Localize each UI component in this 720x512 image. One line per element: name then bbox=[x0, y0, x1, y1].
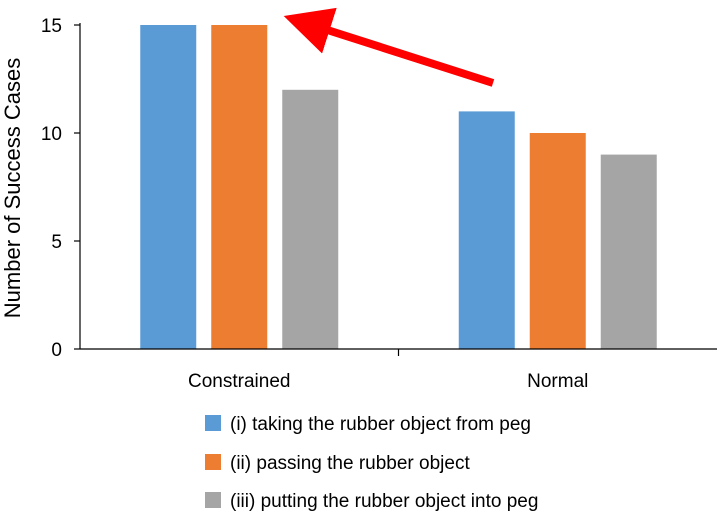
y-axis-label: Number of Success Cases bbox=[0, 58, 25, 318]
legend-label: (i) taking the rubber object from peg bbox=[230, 414, 531, 435]
x-category-label: Constrained bbox=[188, 371, 290, 392]
legend-swatch bbox=[205, 492, 221, 508]
bar bbox=[282, 89, 339, 350]
y-tick-label: 10 bbox=[41, 124, 62, 145]
legend-swatch bbox=[205, 454, 221, 470]
x-category-label: Normal bbox=[527, 371, 588, 392]
legend-label: (iii) putting the rubber object into peg bbox=[230, 491, 538, 512]
bar bbox=[458, 111, 515, 350]
legend-swatch bbox=[205, 415, 221, 431]
bar bbox=[140, 25, 197, 349]
annotation-arrow bbox=[283, 7, 495, 87]
bar bbox=[211, 25, 268, 349]
bar bbox=[600, 154, 657, 349]
bar bbox=[529, 133, 586, 349]
legend-label: (ii) passing the rubber object bbox=[230, 453, 470, 474]
y-tick-label: 0 bbox=[51, 340, 62, 361]
y-tick-label: 15 bbox=[41, 16, 62, 37]
y-tick-label: 5 bbox=[51, 232, 62, 253]
